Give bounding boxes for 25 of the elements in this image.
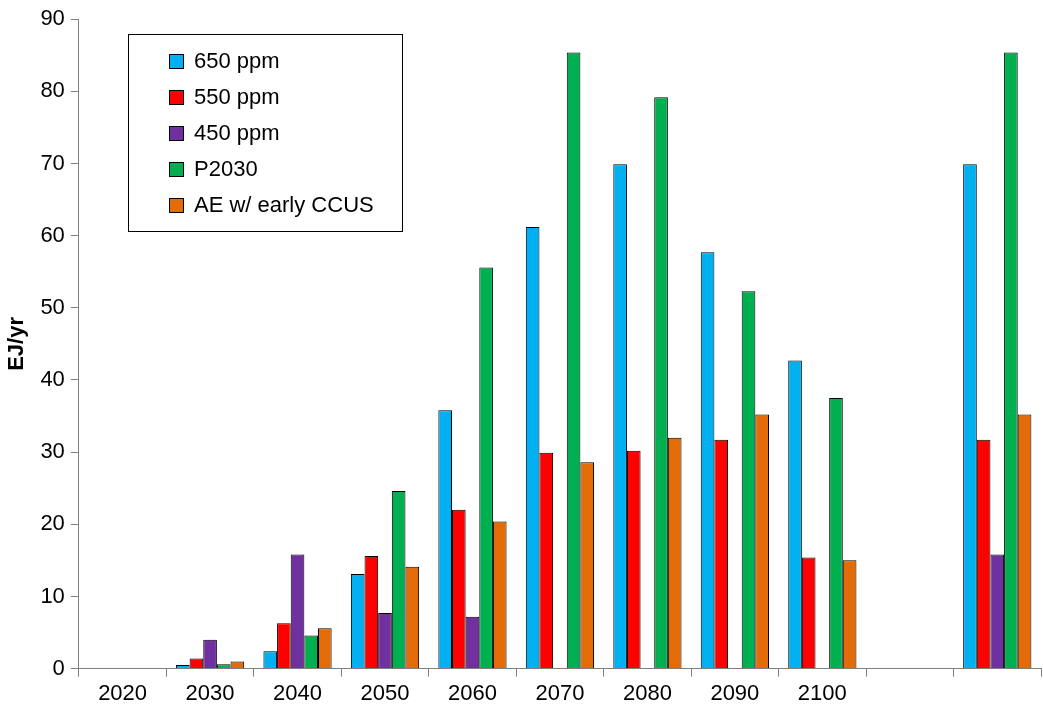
- y-axis-title: EJ/yr: [3, 316, 29, 371]
- y-tick-label: 60: [40, 221, 65, 247]
- legend-label: 450 ppm: [194, 120, 280, 146]
- x-tick-label: 2070: [535, 679, 585, 705]
- y-tick-label: 50: [40, 293, 65, 319]
- legend-label: 650 ppm: [194, 48, 280, 74]
- y-tick-label: 70: [40, 149, 65, 175]
- x-tick-label: 2060: [447, 679, 497, 705]
- legend-label: P2030: [194, 156, 258, 182]
- x-tick-label: 2080: [622, 679, 672, 705]
- y-tick-label: 0: [52, 654, 65, 680]
- y-tick-label: 40: [40, 366, 65, 392]
- x-tick-label: 2040: [273, 679, 323, 705]
- x-tick-label: 2020: [98, 679, 148, 705]
- y-tick-label: 10: [40, 582, 65, 608]
- legend-label: 550 ppm: [194, 84, 280, 110]
- x-tick-label: 2050: [360, 679, 410, 705]
- y-tick-label: 90: [40, 5, 65, 31]
- x-tick-label: 2090: [710, 679, 760, 705]
- legend-label: AE w/ early CCUS: [194, 192, 374, 218]
- x-tick-label: 2100: [797, 679, 847, 705]
- y-tick-label: 30: [40, 438, 65, 464]
- y-tick-label: 80: [40, 77, 65, 103]
- x-tick-label: 2030: [185, 679, 235, 705]
- y-tick-label: 20: [40, 510, 65, 536]
